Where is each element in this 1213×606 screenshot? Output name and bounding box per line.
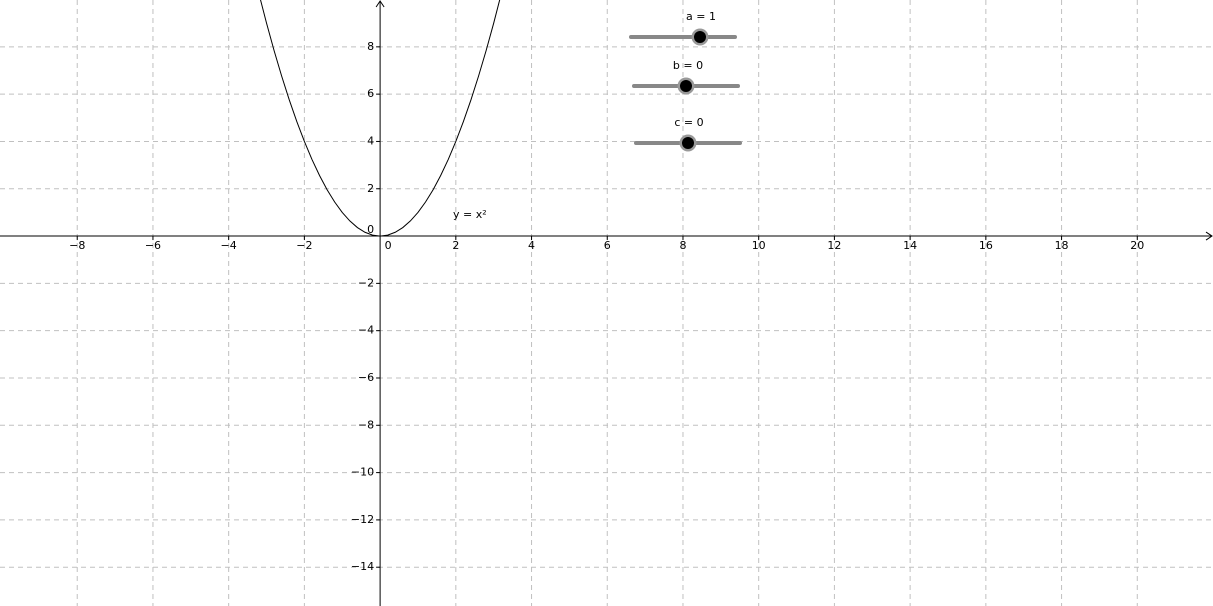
x-tick-label: −8 — [69, 239, 85, 252]
y-tick-label: −10 — [351, 466, 374, 479]
slider-label: a = 1 — [686, 10, 716, 23]
y-tick-label: −6 — [358, 371, 374, 384]
x-tick-label: 18 — [1055, 239, 1069, 252]
y-tick-label: 2 — [367, 182, 374, 195]
x-tick-label: 14 — [903, 239, 917, 252]
x-tick-label: −4 — [221, 239, 237, 252]
y-tick-label: −12 — [351, 513, 374, 526]
x-tick-label: 8 — [679, 239, 686, 252]
x-tick-label: 16 — [979, 239, 993, 252]
y-tick-label: −4 — [358, 324, 374, 337]
y-tick-label: 6 — [367, 87, 374, 100]
slider-label: b = 0 — [673, 59, 703, 72]
y-tick-label: −2 — [358, 276, 374, 289]
y-tick-label: 0 — [367, 223, 374, 236]
function-curve — [260, 0, 501, 237]
x-tick-label: −2 — [296, 239, 312, 252]
x-tick-label: 6 — [604, 239, 611, 252]
x-tick-label: 2 — [452, 239, 459, 252]
slider-knob[interactable] — [682, 137, 694, 149]
x-tick-label: −6 — [145, 239, 161, 252]
x-tick-label: 10 — [752, 239, 766, 252]
slider-knob[interactable] — [694, 31, 706, 43]
x-tick-label: 4 — [528, 239, 535, 252]
sliders: a = 1 b = 0 c = 0 — [629, 10, 742, 152]
y-tick-label: −8 — [358, 418, 374, 431]
x-tick-label: 12 — [827, 239, 841, 252]
y-tick-label: −14 — [351, 560, 374, 573]
y-tick-label: 4 — [367, 134, 374, 147]
slider-label: c = 0 — [674, 116, 703, 129]
x-axis-arrow — [1205, 231, 1213, 241]
slider-knob[interactable] — [680, 80, 692, 92]
y-axis-arrow — [375, 0, 385, 8]
x-tick-label: 20 — [1130, 239, 1144, 252]
function-label: y = x² — [453, 208, 487, 221]
y-tick-label: 8 — [367, 40, 374, 53]
x-tick-label: 0 — [385, 239, 392, 252]
plot: y = x² — [260, 0, 501, 237]
